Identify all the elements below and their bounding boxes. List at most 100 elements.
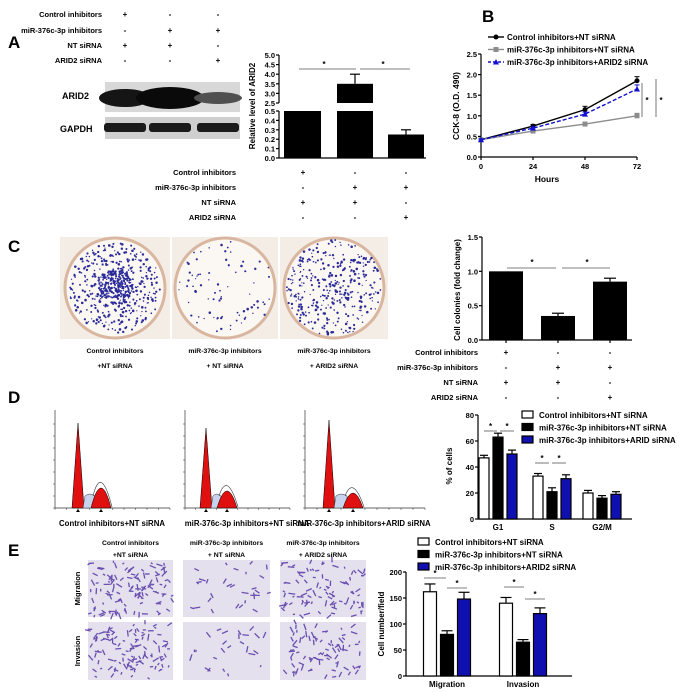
colony-dot [90,304,93,307]
colony-dot [114,294,117,297]
colony-dot [309,293,311,296]
colony-dot [97,279,100,282]
colony-dot [112,268,115,271]
stained-cell [109,629,116,634]
colony-dot [110,290,114,294]
colony-dot [360,300,363,303]
colony-dot [147,267,151,270]
colony-dot [186,285,189,288]
colony-dot [131,249,134,253]
colony-dot [227,286,229,288]
colony-dot [121,243,124,246]
d-bar [582,492,594,520]
western-blot: ARID2 GAPDH [60,82,242,139]
stained-cell [150,562,153,565]
colony-dot [327,333,330,336]
colony-dot [249,293,251,295]
e-legend-swatch [417,537,430,546]
colony-dot [134,324,136,327]
colony-dot [130,270,133,272]
panel-label-c: C [8,237,20,256]
d-y-axis-title: % of cells [445,447,454,484]
stained-cell [357,594,360,597]
stained-cell [308,656,312,660]
colony-dot [192,285,194,288]
stained-cell [259,574,265,579]
colony-dot [116,294,119,297]
colony-dot [320,258,323,261]
colony-dot [75,299,78,302]
e-legend-label: Control inhibitors+NT siRNA [435,538,544,547]
stained-cell [152,657,160,662]
stained-cell [226,583,233,588]
colony-dot [73,274,76,277]
stained-cell [85,629,91,632]
colony-dot [336,299,339,302]
stained-cell [154,665,157,670]
colony-dot [108,270,110,273]
colony-dot [106,304,109,307]
colony-dot [111,260,115,263]
colony-dot [71,282,74,285]
colony-dot [330,239,333,242]
colony-dot [340,260,343,263]
colony-dot [366,310,369,314]
colony-dot [122,279,126,283]
stained-cell [93,614,96,618]
colony-dot [120,302,124,305]
stained-cell [98,612,105,616]
stained-cell [149,564,157,569]
colony-dot [339,301,342,304]
colony-dot [194,289,197,292]
colony-dot [131,309,135,313]
c-bar [541,315,575,340]
colony-dot [140,306,144,309]
colony-dot [350,270,352,273]
colony-dot [301,285,303,287]
colony-dot [242,260,245,263]
colony-dot [333,284,336,288]
colony-dot [97,294,100,296]
stained-cell [138,660,145,665]
e-ytick-label: 0 [398,672,402,681]
colony-dot [153,271,156,274]
colony-dot [84,274,86,277]
stained-cell [324,578,329,581]
colony-dot [333,309,335,311]
colony-dot [119,321,123,324]
colony-dot [343,293,346,296]
colony-dot [319,308,322,311]
stained-cell [123,663,128,670]
stained-cell [113,635,118,640]
colony-dot [301,257,305,260]
colony-dot [253,282,255,284]
colony-dot [238,314,241,317]
colony-dot [117,284,119,287]
stained-cell [304,601,311,604]
stained-cell [152,640,158,645]
colony-dot [112,270,115,273]
stained-cell [343,566,346,569]
stained-cell [213,656,218,660]
colony-dot [340,328,343,331]
stained-cell [156,563,163,567]
colony-dot [295,293,297,296]
fit-curve [218,485,239,508]
colony-dot [331,253,335,257]
stained-cell [147,677,151,680]
stained-cell [292,639,298,646]
colony-dot [117,285,120,289]
colony-dot [155,281,158,285]
stained-cell [314,637,318,642]
d-bar [546,491,558,520]
e-xtick-label: Migration [429,680,465,689]
colony-dot [98,316,102,319]
colony-dot [216,330,218,333]
stained-cell [117,642,121,647]
colony-dot [317,281,321,285]
colony-dot [74,276,76,279]
colony-dot [331,301,334,304]
stained-cell [127,582,131,588]
stained-cell [259,664,262,668]
stained-cell [357,665,361,669]
